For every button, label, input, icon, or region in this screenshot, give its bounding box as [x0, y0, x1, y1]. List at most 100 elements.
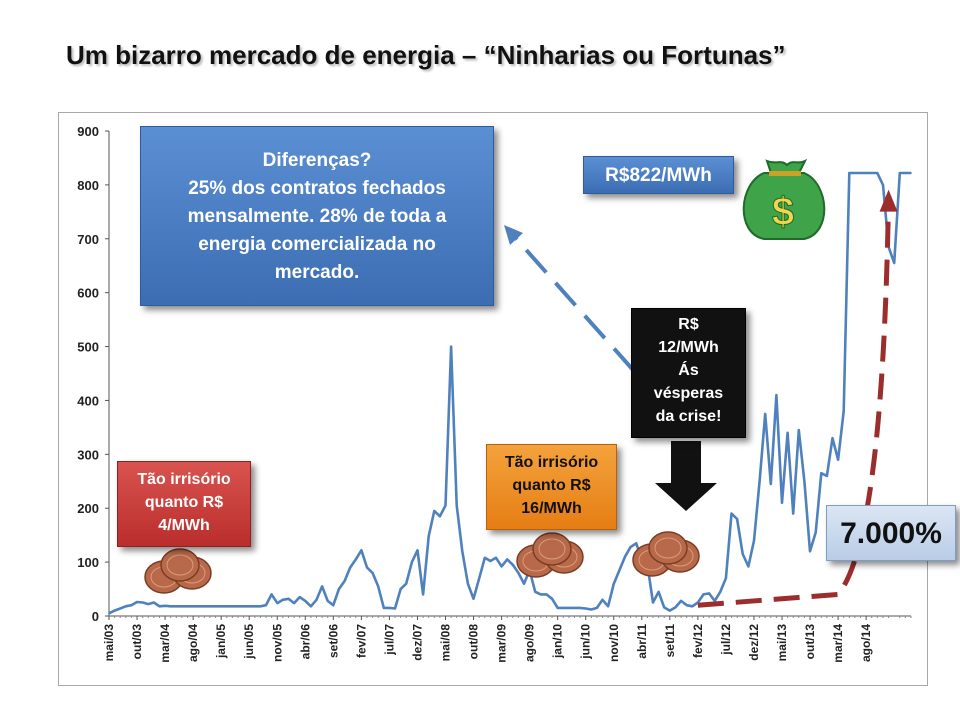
x-axis: mai/03 out/03 mar/04 ago/04 jan/05 jun/05 nov/… [102, 615, 912, 663]
data-point [332, 604, 335, 607]
callout-line: Tão irrisório [137, 471, 231, 488]
data-point [629, 546, 632, 548]
x-tick-label: ago/09 [523, 624, 537, 662]
data-point [663, 606, 666, 609]
data-point [870, 172, 873, 174]
x-tick-label: fev/12 [691, 624, 705, 658]
callout-line: quanto R$ [144, 494, 224, 511]
data-point [315, 598, 318, 601]
data-point [197, 605, 200, 608]
x-tick-label: mai/03 [102, 624, 116, 662]
data-point [265, 604, 267, 607]
data-point [573, 607, 576, 609]
data-point [680, 600, 682, 602]
data-point [108, 612, 110, 615]
y-tick-label: 0 [92, 609, 99, 624]
data-point [298, 596, 301, 599]
data-point [842, 410, 845, 413]
data-point [674, 606, 677, 609]
crisis-callout: R$ 12/MWh Ás vésperas da crise! [631, 308, 746, 438]
data-point [545, 593, 548, 596]
pointer-arrowhead [504, 225, 523, 245]
data-point [775, 394, 778, 396]
data-point [169, 605, 172, 608]
data-point [579, 607, 582, 609]
y-tick-label: 200 [77, 501, 99, 516]
data-point [590, 608, 593, 611]
data-point [803, 480, 806, 483]
data-point [158, 605, 161, 608]
data-point [130, 604, 133, 607]
dollar-sign: $ [772, 190, 794, 234]
data-point [500, 565, 503, 568]
data-point [478, 577, 481, 580]
data-point [865, 172, 868, 174]
data-point [338, 588, 340, 590]
data-point [366, 566, 368, 569]
data-point [730, 512, 733, 515]
line-chart: 0 100 200 300 400 500 600 700 800 900 mai/03 out/0… [77, 124, 912, 663]
decorations: $ [144, 158, 898, 608]
price-series [108, 171, 912, 615]
x-tick-label: mar/14 [831, 624, 845, 663]
price-line [108, 171, 911, 615]
data-point [287, 597, 290, 600]
data-point [781, 501, 783, 504]
coin-pile-icon [632, 531, 700, 577]
data-point [220, 605, 223, 608]
data-point [848, 172, 851, 174]
callout-line: 25% dos contratos fechados [188, 178, 446, 199]
x-tick-label: mai/08 [439, 624, 453, 662]
data-point [898, 172, 901, 174]
data-point [668, 609, 671, 612]
data-point [360, 549, 363, 552]
data-point [893, 262, 896, 264]
data-point [820, 472, 823, 475]
data-point [438, 515, 441, 518]
callout-line: energia comercializada no [198, 234, 436, 255]
y-tick-label: 100 [77, 555, 99, 570]
data-point [747, 565, 750, 568]
data-point [876, 172, 879, 174]
differences-callout: Diferenças? 25% dos contratos fechados m… [140, 126, 494, 306]
callout-line: 16/MWh [521, 500, 582, 517]
data-point [882, 183, 884, 186]
data-point [551, 597, 553, 600]
callout-line: 12/MWh [658, 339, 719, 356]
data-point [612, 582, 615, 585]
x-tick-label: set/06 [326, 624, 340, 658]
data-point [764, 413, 767, 415]
data-point [786, 431, 789, 434]
data-point [792, 512, 795, 515]
data-point [242, 605, 245, 608]
data-point [904, 172, 907, 174]
data-point [596, 607, 598, 609]
data-point [910, 172, 912, 174]
data-point [259, 605, 262, 608]
data-point [152, 601, 155, 604]
x-tick-label: jul/07 [382, 624, 396, 656]
data-point [321, 585, 324, 588]
x-tick-label: jan/10 [551, 624, 565, 659]
data-point [253, 605, 256, 608]
x-tick-label: out/03 [130, 624, 144, 660]
y-tick-label: 400 [77, 393, 99, 408]
bag-body [742, 172, 826, 240]
data-point [758, 480, 761, 483]
data-point [753, 539, 755, 542]
data-point [237, 605, 239, 608]
data-point [825, 474, 828, 477]
x-tick-label: ago/04 [186, 624, 200, 662]
callout-line: Tão irrisório [504, 454, 599, 471]
x-tick-label: set/11 [663, 624, 677, 658]
increase-percent-label: 7.000% [826, 505, 956, 561]
data-point [562, 607, 565, 609]
data-point [354, 558, 357, 561]
x-tick-label: dez/07 [410, 624, 424, 661]
data-point [814, 531, 817, 534]
data-point [854, 172, 856, 174]
x-tick-label: mar/04 [158, 624, 172, 663]
data-point [310, 605, 312, 608]
x-tick-label: jun/10 [579, 624, 593, 660]
data-point [231, 605, 234, 608]
